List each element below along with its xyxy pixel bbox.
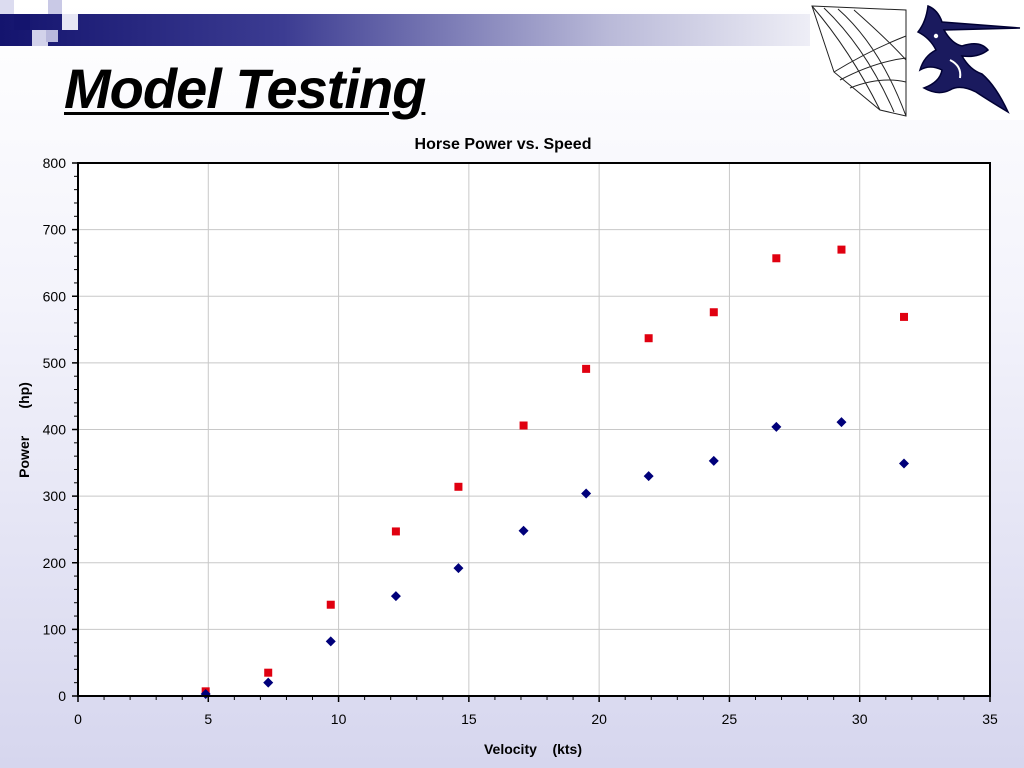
decor-square (32, 30, 48, 46)
data-point-diamond (325, 636, 336, 647)
y-tick-label: 600 (43, 288, 67, 304)
x-tick-label: 30 (852, 711, 868, 727)
data-point-square (454, 482, 463, 491)
data-point-square (519, 421, 528, 430)
x-axis-label: Velocity (kts) (484, 741, 582, 757)
plot-frame (77, 162, 991, 697)
data-point-diamond (581, 488, 592, 499)
data-point-square (900, 312, 909, 321)
decor-square (14, 14, 30, 30)
data-point-diamond (643, 471, 654, 482)
decor-square (46, 30, 58, 42)
y-tick-label: 200 (43, 555, 67, 571)
data-point-diamond (518, 525, 529, 536)
marlin-icon (916, 4, 1021, 114)
data-point-square (644, 334, 653, 343)
gridlines (78, 163, 990, 696)
x-tick-label: 15 (461, 711, 477, 727)
data-point-diamond (263, 677, 274, 688)
data-point-square (264, 668, 273, 677)
scatter-chart: Horse Power vs. Speed 0 5 10 15 20 25 30 35 0 10… (16, 136, 998, 757)
chart-title: Horse Power vs. Speed (415, 136, 592, 153)
x-tick-label: 10 (331, 711, 347, 727)
x-tick-label: 20 (591, 711, 607, 727)
data-point-square (582, 364, 591, 373)
y-tick-label: 800 (43, 155, 67, 171)
title-bar-gradient (0, 14, 810, 46)
logo-area (810, 0, 1024, 120)
data-point-diamond (708, 455, 719, 466)
x-tick-label: 35 (982, 711, 998, 727)
data-point-diamond (899, 458, 910, 469)
y-tick-label: 700 (43, 222, 67, 238)
data-point-diamond (453, 563, 464, 574)
decor-square (62, 14, 78, 30)
data-point-square (709, 308, 718, 317)
x-tick-label: 0 (74, 711, 82, 727)
decor-square (48, 0, 62, 14)
series-2 (200, 417, 910, 700)
y-tick-label: 100 (43, 621, 67, 637)
data-point-diamond (836, 417, 847, 428)
slide-title: Model Testing (64, 57, 426, 120)
data-point-diamond (390, 591, 401, 602)
decor-square (0, 0, 14, 14)
data-point-square (326, 600, 335, 609)
data-point-square (391, 527, 400, 536)
data-point-diamond (771, 421, 782, 432)
data-points (200, 245, 910, 700)
x-tick-labels: 0 5 10 15 20 25 30 35 (74, 711, 998, 727)
y-tick-labels: 0 100 200 300 400 500 600 700 800 (43, 155, 67, 704)
y-tick-label: 300 (43, 488, 67, 504)
x-tick-label: 25 (722, 711, 738, 727)
sail-icon (811, 5, 907, 117)
data-point-square (772, 254, 781, 263)
y-tick-label: 500 (43, 355, 67, 371)
x-tick-label: 5 (204, 711, 212, 727)
y-tick-label: 0 (58, 688, 66, 704)
data-point-square (837, 245, 846, 254)
y-tick-label: 400 (43, 422, 67, 438)
y-axis-label: Power (hp) (16, 382, 32, 478)
